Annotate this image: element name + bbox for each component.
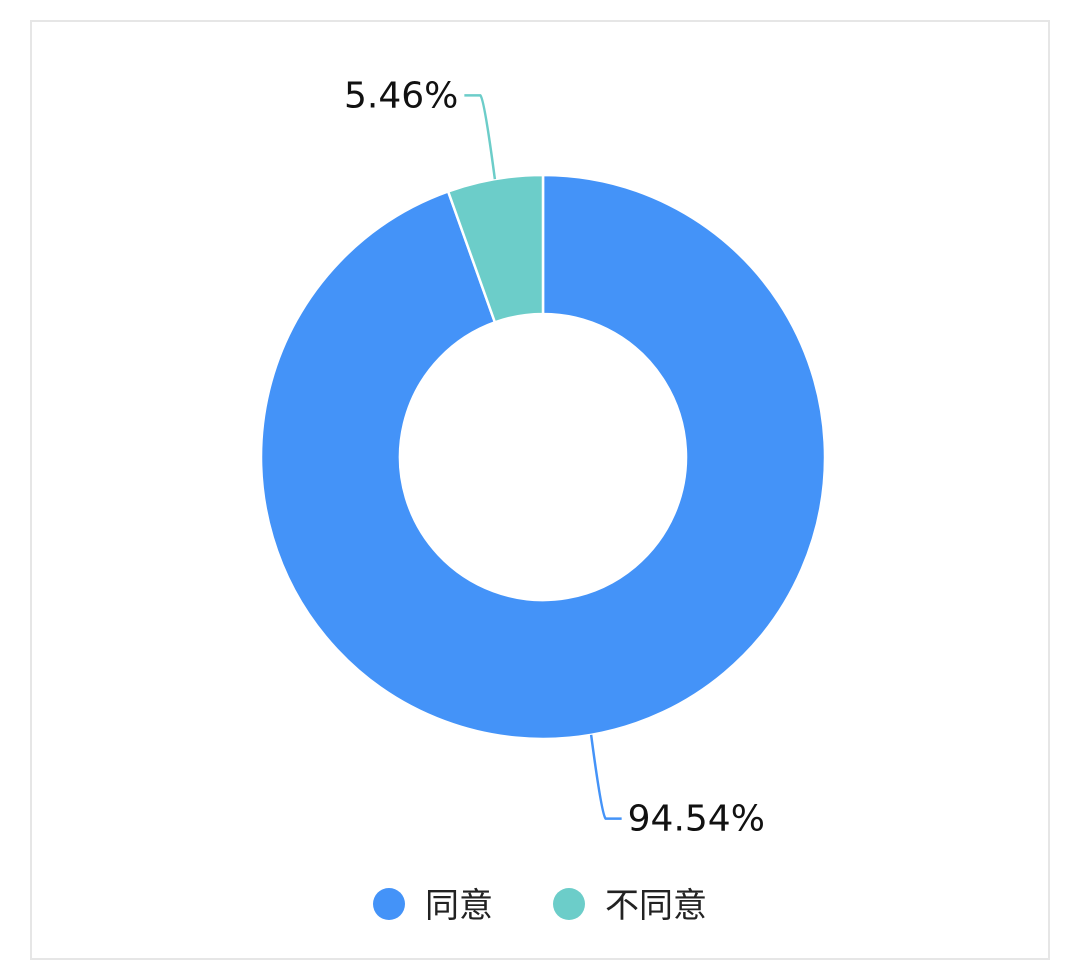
slice-label-1: 94.54% [628, 799, 765, 840]
slice-label-2: 5.46% [344, 75, 458, 116]
legend-marker [553, 888, 585, 920]
legend: 同意 不同意 [373, 886, 707, 926]
legend-item-1[interactable]: 同意 [373, 886, 493, 926]
legend-label: 不同意 [605, 886, 707, 926]
leader-line-1 [589, 734, 622, 820]
legend-item-2[interactable]: 不同意 [553, 886, 707, 926]
slice-labels: 94.54% 5.46% [344, 75, 765, 839]
donut-slices [259, 173, 827, 741]
leader-line-2 [464, 94, 497, 180]
donut-chart: 94.54% 5.46% 同意 不同意 [259, 75, 827, 926]
slice-2 [446, 173, 545, 324]
slice-1 [259, 173, 827, 741]
leader-lines [464, 94, 622, 820]
legend-label: 同意 [425, 886, 493, 926]
legend-marker [373, 888, 405, 920]
